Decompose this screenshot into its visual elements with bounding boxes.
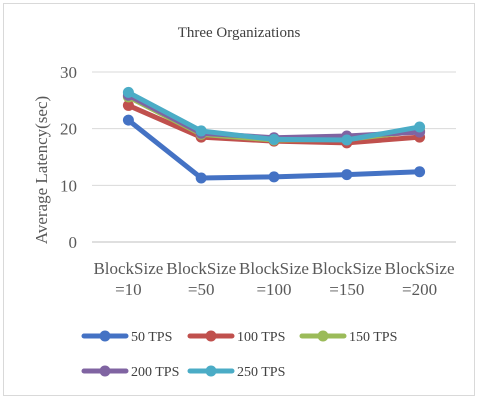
chart-frame <box>3 3 475 396</box>
legend-item: 200 TPS <box>81 365 179 380</box>
legend-label: 250 TPS <box>237 365 285 380</box>
data-point <box>341 169 353 181</box>
data-point <box>195 125 207 137</box>
data-point <box>122 86 134 98</box>
legend-swatch-marker <box>205 365 217 377</box>
data-point <box>341 134 353 146</box>
data-point <box>268 171 280 183</box>
y-tick-label: 0 <box>69 233 78 252</box>
legend-item: 100 TPS <box>187 330 285 345</box>
legend-item: 150 TPS <box>299 330 397 345</box>
data-point <box>268 133 280 145</box>
legend: 50 TPS 100 TPS 150 TPS 200 TPS 250 TPS <box>81 330 397 380</box>
legend-swatch-marker <box>205 330 217 342</box>
x-tick-label: BlockSize =200 <box>385 259 455 299</box>
y-axis-label: Average Latency(sec) <box>32 96 51 244</box>
x-tick-label: BlockSize =150 <box>312 259 382 299</box>
y-tick-label: 10 <box>60 176 77 195</box>
y-tick-label: 20 <box>60 120 77 139</box>
data-point <box>414 121 426 133</box>
legend-label: 150 TPS <box>349 330 397 345</box>
chart-title: Three Organizations <box>178 25 301 41</box>
y-tick-labels: 0 10 20 30 <box>60 63 77 252</box>
data-point <box>122 99 134 111</box>
x-tick-label: BlockSize =100 <box>239 259 309 299</box>
x-tick-label: BlockSize =50 <box>166 259 236 299</box>
series-lines <box>122 86 426 184</box>
legend-swatch-marker <box>99 330 111 342</box>
legend-swatch-marker <box>99 365 111 377</box>
data-point <box>122 114 134 126</box>
y-tick-label: 30 <box>60 63 77 82</box>
data-point <box>195 172 207 184</box>
legend-label: 200 TPS <box>131 365 179 380</box>
x-tick-label: BlockSize =10 <box>93 259 163 299</box>
series-50-tps <box>122 114 426 184</box>
legend-item: 250 TPS <box>187 365 285 380</box>
legend-item: 50 TPS <box>81 330 172 345</box>
legend-label: 50 TPS <box>131 330 172 345</box>
legend-swatch-marker <box>317 330 329 342</box>
gridlines <box>92 71 456 243</box>
data-point <box>414 166 426 178</box>
legend-label: 100 TPS <box>237 330 285 345</box>
series-250-tps <box>122 86 426 146</box>
